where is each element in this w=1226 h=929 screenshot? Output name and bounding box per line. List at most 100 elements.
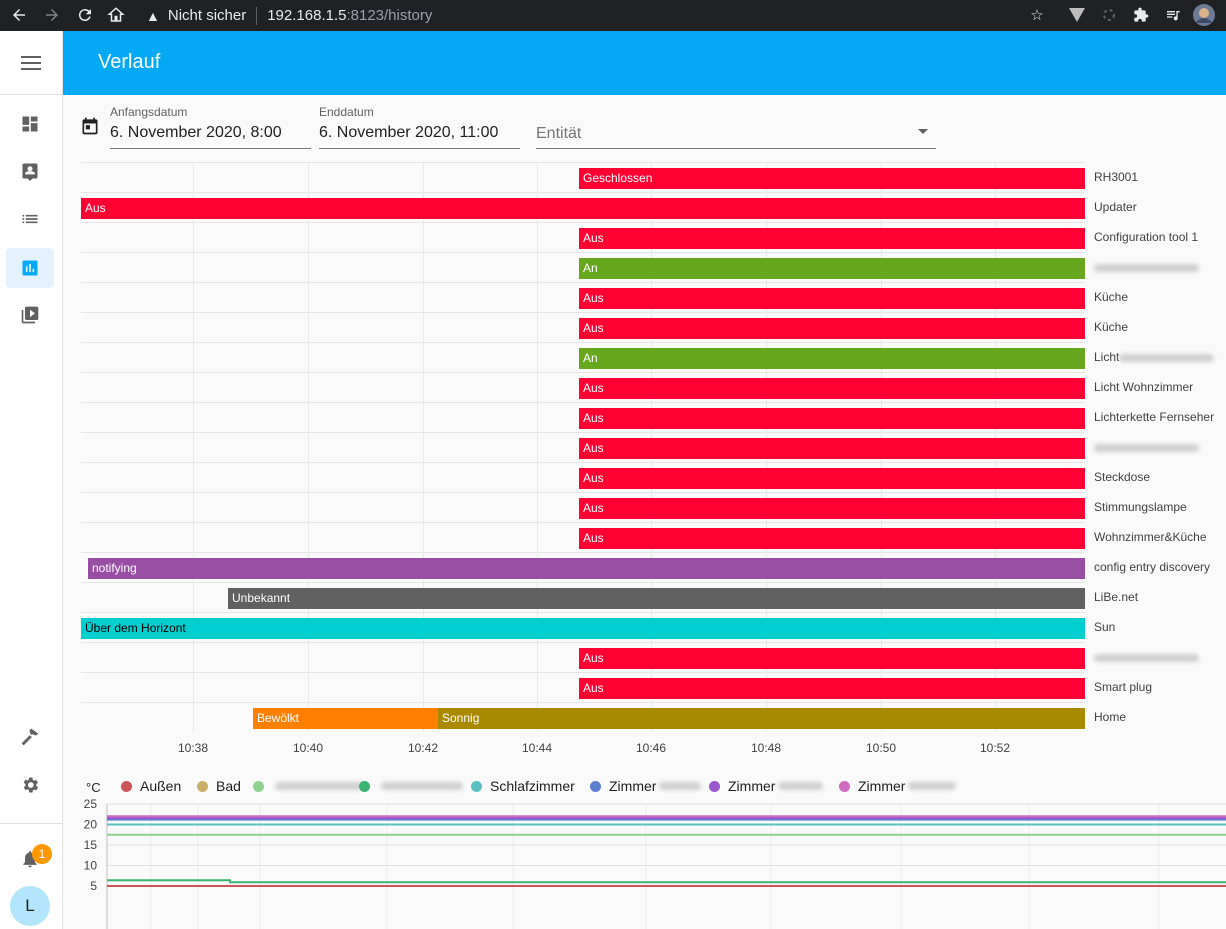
timeline-row: Aus — [81, 672, 1085, 702]
map-icon[interactable] — [6, 151, 54, 191]
timeline-state-bar[interactable]: Über dem Horizont — [81, 618, 1085, 639]
temperature-line-chart: 25 20 15 10 5 — [84, 797, 1226, 929]
redacted-text — [381, 782, 463, 790]
timeline-row: Aus — [81, 402, 1085, 432]
timeline-entity-label: Sun — [1094, 612, 1115, 642]
y-axis-tick-label: 20 — [84, 818, 98, 832]
timeline-row: Aus — [81, 312, 1085, 342]
timeline-state-bar[interactable]: An — [579, 348, 1085, 369]
timeline-state-bar[interactable]: Aus — [579, 228, 1085, 249]
address-bar[interactable]: ▲ Nicht sicher 192.168.1.5 :8123/history — [146, 0, 432, 31]
legend-series-name: Schlafzimmer — [490, 778, 575, 794]
start-date-value: 6. November 2020, 8:00 — [110, 124, 282, 141]
timeline-entity-name: Küche — [1094, 320, 1129, 334]
menu-icon[interactable] — [0, 31, 62, 95]
legend-color-dot — [359, 780, 370, 792]
timeline-entity-label — [1094, 642, 1199, 672]
reload-icon[interactable] — [73, 3, 97, 27]
end-date-value: 6. November 2020, 11:00 — [319, 124, 499, 141]
media-queue-icon[interactable] — [1162, 4, 1184, 26]
gear-icon[interactable] — [6, 765, 54, 805]
timeline-state-bar[interactable]: Sonnig — [438, 708, 1085, 729]
logbook-icon[interactable] — [6, 199, 54, 239]
timeline-state-bar[interactable]: Aus — [579, 678, 1085, 699]
timeline-state-bar[interactable]: An — [579, 258, 1085, 279]
dashboard-icon[interactable] — [6, 104, 54, 144]
history-icon[interactable] — [6, 248, 54, 288]
redacted-text — [1119, 353, 1215, 362]
page-title: Verlauf — [98, 51, 161, 73]
timeline-entity-name: Küche — [1094, 290, 1129, 304]
chevron-down-icon[interactable] — [918, 129, 928, 134]
extension-puzzle-outline-icon[interactable] — [1098, 4, 1120, 26]
timeline-entity-label — [1094, 432, 1199, 462]
timeline-state-bar[interactable]: Aus — [579, 648, 1085, 669]
legend-series-name: Zimmer — [858, 778, 906, 794]
timeline-entity-label: Licht — [1094, 342, 1215, 372]
app-header: Verlauf — [63, 31, 1226, 95]
timeline-state-bar[interactable]: Bewölkt — [253, 708, 439, 729]
timeline-state-bar[interactable]: Unbekannt — [228, 588, 1085, 609]
legend-series-name: Zimmer — [728, 778, 776, 794]
media-icon[interactable] — [6, 295, 54, 335]
start-date-field[interactable]: Anfangsdatum 6. November 2020, 8:00 — [110, 105, 311, 149]
sidebar: 1 L — [0, 31, 63, 929]
timeline-state-bar[interactable]: Aus — [81, 198, 1085, 219]
timeline-entity-label: Configuration tool 1 — [1094, 222, 1198, 252]
y-axis-tick-label: 5 — [90, 879, 97, 893]
chart-legend: °C Außen Bad Schlafzimmer Zimmer Zimmer Zimme… — [63, 772, 1226, 800]
extensions-icon[interactable] — [1130, 4, 1152, 26]
timeline-state-bar[interactable]: Aus — [579, 438, 1085, 459]
legend-item[interactable]: Zimmer — [709, 776, 824, 796]
timeline-row: Bewölkt Sonnig — [81, 702, 1085, 732]
legend-item[interactable]: Schlafzimmer — [471, 776, 575, 796]
timeline-state-bar[interactable]: Geschlossen — [579, 168, 1085, 189]
profile-avatar-icon[interactable] — [1193, 4, 1215, 26]
legend-item[interactable] — [253, 776, 363, 796]
timeline-entity-label: Wohnzimmer&Küche — [1094, 522, 1207, 552]
redacted-text — [778, 782, 824, 790]
legend-item[interactable]: Zimmer — [590, 776, 702, 796]
timeline-state-bar[interactable]: Aus — [579, 528, 1085, 549]
timeline-state-bar[interactable]: Aus — [579, 498, 1085, 519]
timeline-state-bar[interactable]: notifying — [88, 558, 1085, 579]
legend-color-dot — [121, 780, 132, 792]
calendar-icon[interactable] — [80, 115, 100, 142]
timeline-entity-name: Smart plug — [1094, 680, 1153, 694]
user-avatar[interactable]: L — [10, 886, 50, 926]
security-status: Nicht sicher — [167, 7, 247, 24]
star-icon[interactable]: ☆ — [1030, 7, 1044, 24]
timeline-entity-name: Updater — [1094, 200, 1137, 214]
sidebar-divider — [0, 823, 62, 824]
timeline-state-bar[interactable]: Aus — [579, 378, 1085, 399]
end-date-field[interactable]: Enddatum 6. November 2020, 11:00 — [319, 105, 520, 149]
timeline-entity-label: Stimmungslampe — [1094, 492, 1187, 522]
home-icon[interactable] — [104, 3, 128, 27]
timeline-row: Aus — [81, 642, 1085, 672]
timeline-entity-label: LiBe.net — [1094, 582, 1138, 612]
timeline-state-bar[interactable]: Aus — [579, 408, 1085, 429]
legend-item[interactable]: Außen — [121, 776, 181, 796]
timeline-entity-label: RH3001 — [1094, 162, 1138, 192]
warning-icon: ▲ — [146, 7, 160, 24]
legend-item[interactable]: Bad — [197, 776, 241, 796]
y-axis-tick-label: 10 — [84, 859, 98, 873]
legend-item[interactable] — [359, 776, 463, 796]
timeline-state-bar[interactable]: Aus — [579, 318, 1085, 339]
timeline-entity-label: Lichterkette Fernseher — [1094, 402, 1214, 432]
developer-tools-hammer-icon[interactable] — [6, 717, 54, 757]
timeline-tick-label: 10:42 — [407, 741, 439, 755]
end-date-label: Enddatum — [319, 105, 374, 119]
entity-picker[interactable]: Entität — [536, 105, 936, 149]
timeline-state-bar[interactable]: Aus — [579, 468, 1085, 489]
back-arrow-icon[interactable] — [7, 3, 31, 27]
timeline-state-bar[interactable]: Aus — [579, 288, 1085, 309]
redacted-text — [275, 782, 363, 790]
legend-color-dot — [839, 780, 850, 792]
timeline-row: Unbekannt — [81, 582, 1085, 612]
timeline-entity-name: Lichterkette Fernseher — [1094, 410, 1215, 424]
forward-arrow-icon[interactable] — [40, 3, 64, 27]
legend-item[interactable]: Zimmer — [839, 776, 957, 796]
extension-vue-icon[interactable] — [1066, 4, 1088, 26]
redacted-text — [1094, 263, 1199, 272]
